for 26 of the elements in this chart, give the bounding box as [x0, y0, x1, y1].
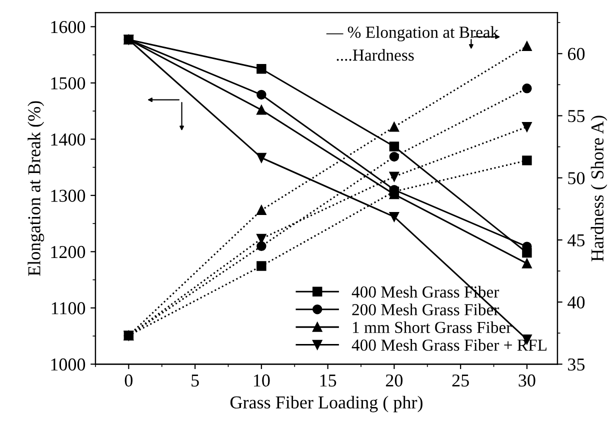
y-tick-label: 1000: [51, 358, 86, 371]
y2-tick-label: 55: [568, 110, 585, 122]
y2-tick-label: 40: [568, 296, 585, 308]
y-tick-label: 1600: [51, 20, 86, 34]
y-tick-label: 1100: [52, 302, 86, 314]
y-tick-label: 1200: [51, 246, 86, 258]
y-tick-label: 1400: [51, 133, 86, 146]
legend-label: 1 mm Short Grass Fiber: [352, 321, 512, 334]
y-axis-title: Elongation at Break (%): [28, 101, 44, 276]
y2-tick-label: 45: [568, 234, 585, 246]
x-tick-label: 20: [386, 374, 403, 387]
x-tick-label: 30: [518, 374, 536, 387]
x-tick-label: 5: [192, 374, 199, 387]
legend-label: 400 Mesh Grass Fiber + RFL: [352, 339, 546, 351]
x-axis-title: Grass Fiber Loading ( phr): [230, 396, 422, 412]
y2-tick-label: 60: [568, 48, 585, 60]
x-tick-label: 15: [320, 374, 336, 387]
y2-tick-label: 50: [568, 172, 585, 184]
y-tick-label: 1300: [51, 190, 86, 202]
x-tick-label: 10: [254, 374, 270, 387]
y-tick-label: 1500: [51, 77, 86, 90]
annotation: ....Hardness: [336, 49, 414, 61]
y2-tick-label: 35: [568, 358, 585, 371]
x-tick-label: 25: [452, 374, 469, 387]
y2-axis-title: Hardness ( Shore A): [590, 116, 608, 262]
x-tick-label: 0: [124, 374, 132, 387]
